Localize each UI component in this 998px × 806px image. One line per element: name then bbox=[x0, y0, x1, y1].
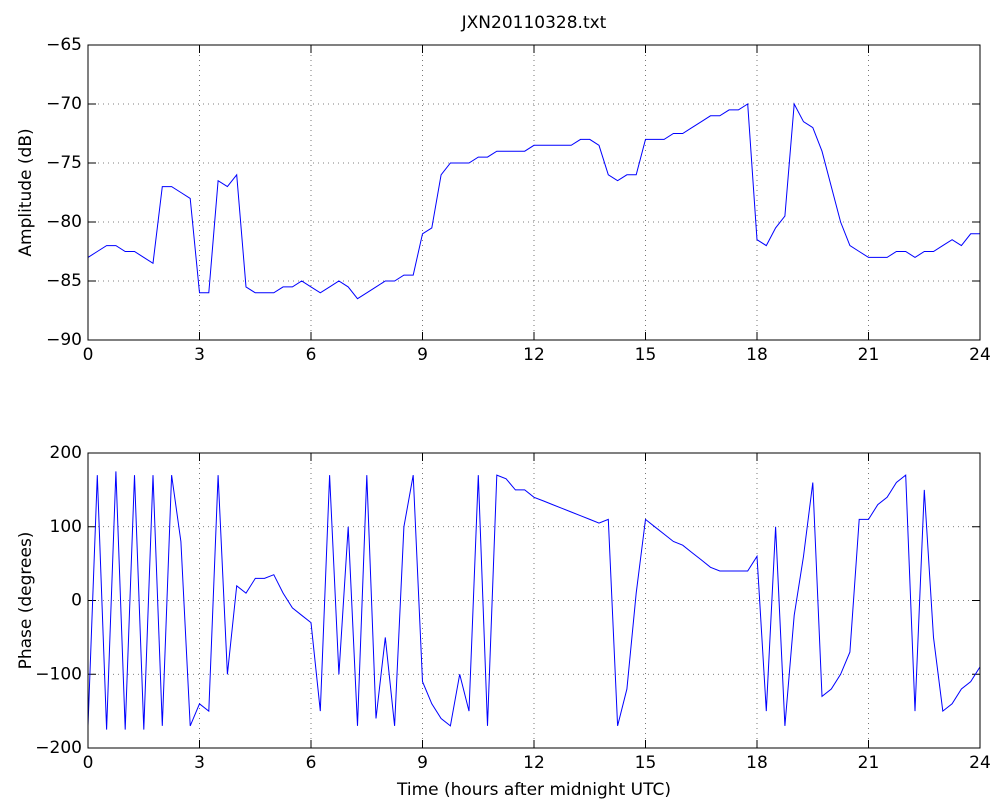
y-tick-label: −100 bbox=[35, 664, 82, 684]
x-tick-label: 9 bbox=[417, 753, 428, 773]
x-tick-label: 0 bbox=[83, 345, 94, 365]
y-tick-label: −200 bbox=[35, 738, 82, 758]
y-tick-label: −85 bbox=[46, 271, 82, 291]
y-tick-label: 200 bbox=[50, 443, 82, 463]
data-line bbox=[87, 471, 981, 730]
x-tick-label: 6 bbox=[306, 753, 317, 773]
x-tick-label: 21 bbox=[858, 753, 880, 773]
plot-frame bbox=[87, 44, 981, 341]
y-axis-label: Amplitude (dB) bbox=[16, 128, 36, 256]
x-tick-label: 3 bbox=[194, 753, 205, 773]
x-tick-label: 15 bbox=[635, 345, 657, 365]
x-tick-label: 18 bbox=[746, 345, 768, 365]
data-line bbox=[87, 102, 980, 300]
x-tick-label: 18 bbox=[746, 753, 768, 773]
x-tick-label: 12 bbox=[523, 345, 545, 365]
x-tick-label: 21 bbox=[858, 345, 880, 365]
x-tick-label: 0 bbox=[83, 753, 94, 773]
x-tick-label: 12 bbox=[523, 753, 545, 773]
y-tick-label: −70 bbox=[46, 94, 82, 114]
x-tick-label: 9 bbox=[417, 345, 428, 365]
x-axis-label: Time (hours after midnight UTC) bbox=[396, 780, 671, 800]
y-tick-label: −80 bbox=[46, 212, 82, 232]
plot-frame bbox=[87, 452, 981, 749]
x-tick-label: 15 bbox=[635, 753, 657, 773]
x-tick-label: 3 bbox=[194, 345, 205, 365]
y-tick-label: 0 bbox=[71, 591, 82, 611]
x-tick-label: 6 bbox=[306, 345, 317, 365]
y-tick-label: 100 bbox=[50, 517, 82, 537]
y-tick-label: −90 bbox=[46, 330, 82, 350]
y-tick-label: −65 bbox=[46, 35, 82, 55]
x-tick-label: 24 bbox=[969, 753, 991, 773]
y-tick-label: −75 bbox=[46, 153, 82, 173]
chart-title: JXN20110328.txt bbox=[461, 13, 607, 33]
y-axis-label: Phase (degrees) bbox=[16, 532, 36, 670]
x-tick-label: 24 bbox=[969, 345, 991, 365]
